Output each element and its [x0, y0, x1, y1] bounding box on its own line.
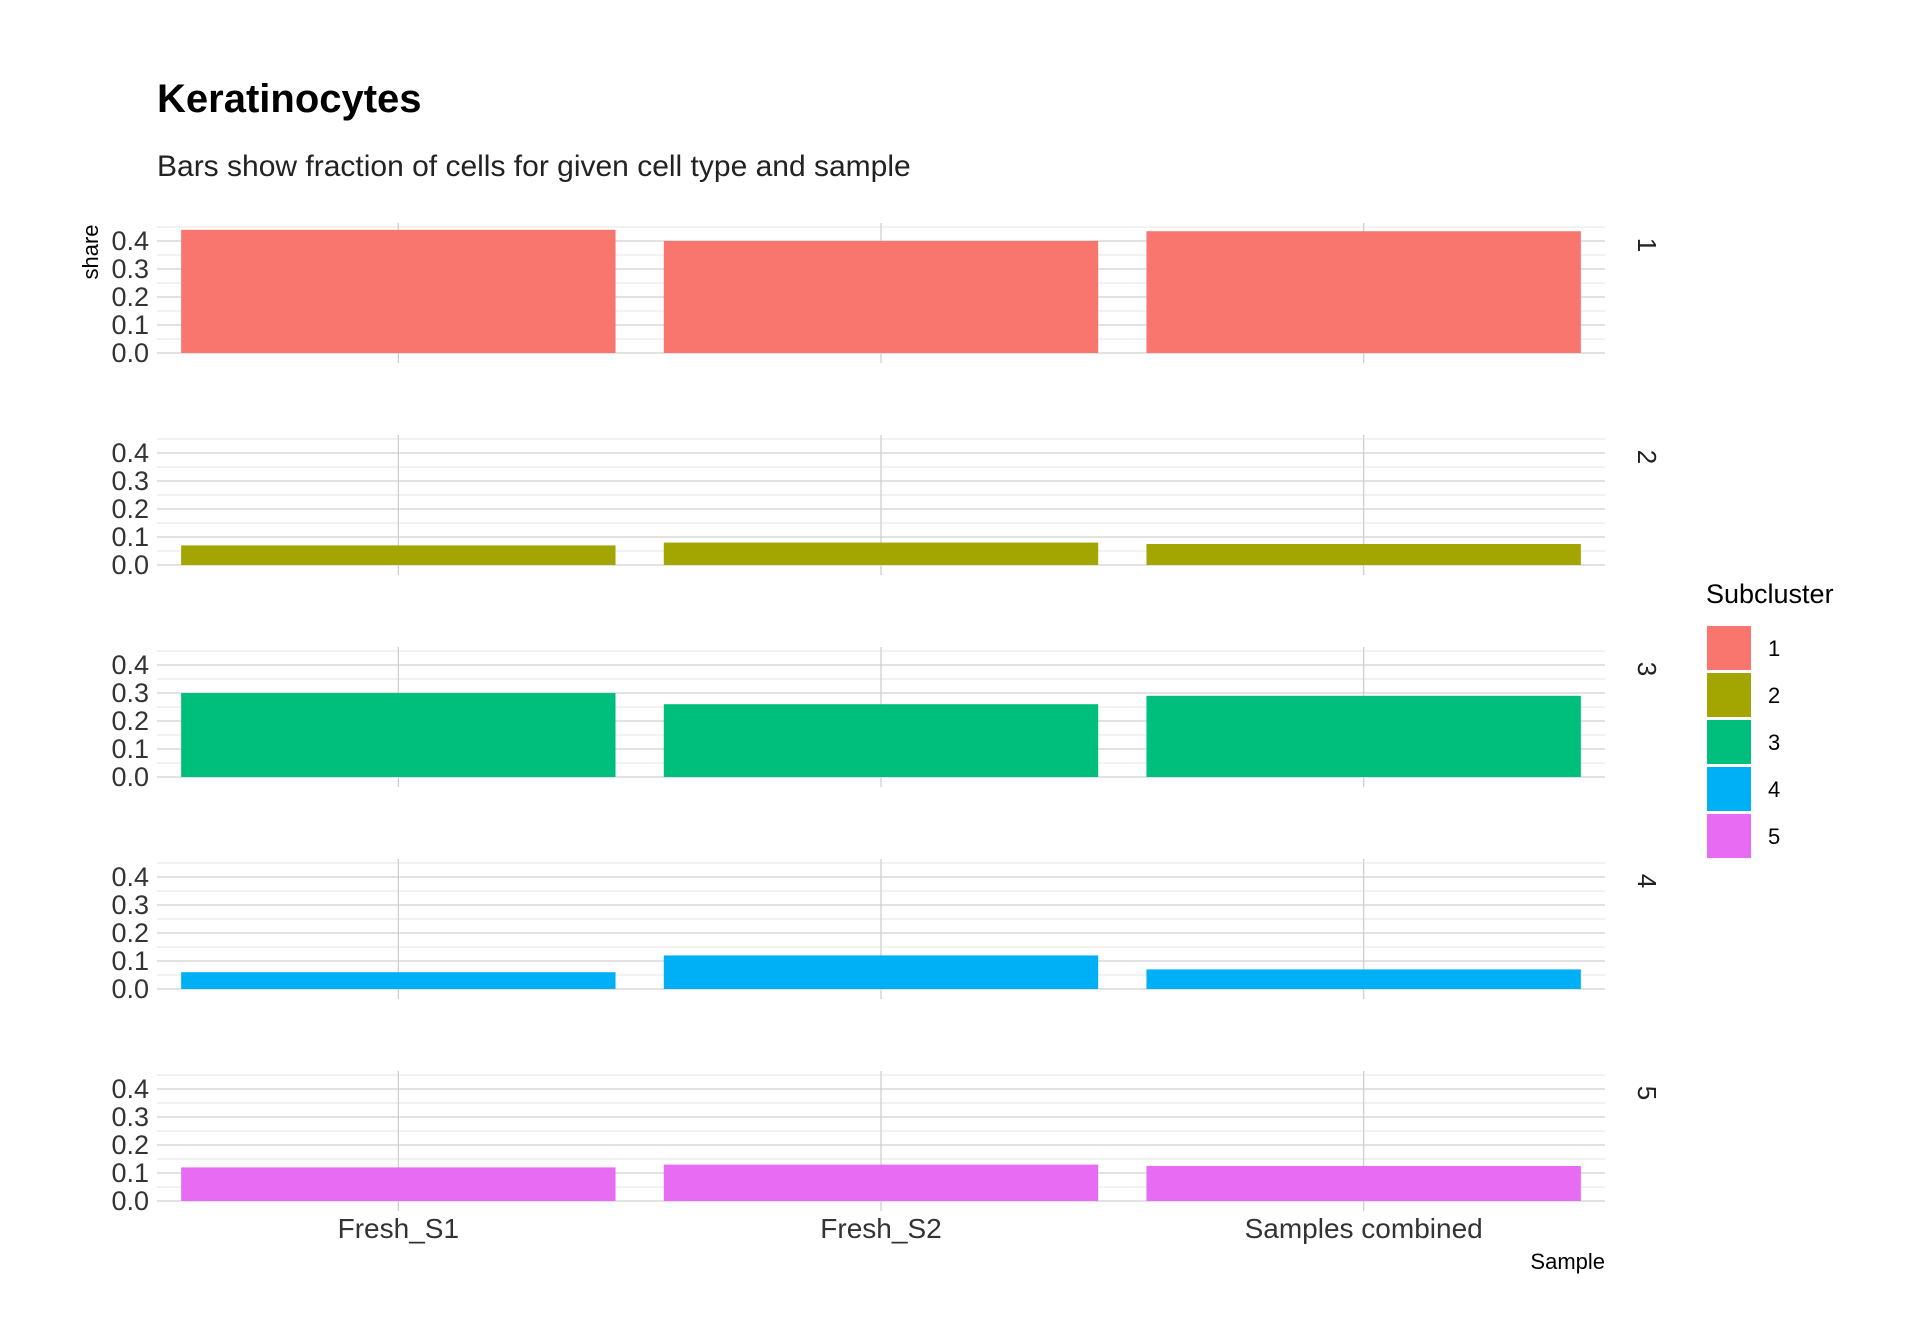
y-tick-label: 0.0 [111, 762, 149, 792]
bar-subcluster-2-fresh_s2 [663, 542, 1099, 565]
y-tick-label: 0.3 [111, 466, 149, 496]
legend-key-5 [1707, 814, 1751, 858]
facet-strip-label: 4 [1632, 874, 1662, 888]
legend-label: 2 [1768, 683, 1780, 708]
bar-subcluster-1-fresh_s1 [181, 229, 616, 353]
legend-key-3 [1707, 720, 1751, 764]
y-tick-label: 0.4 [111, 226, 149, 256]
y-tick-label: 0.2 [111, 918, 149, 948]
legend-key-4 [1707, 767, 1751, 811]
bar-subcluster-3-fresh_s2 [663, 704, 1099, 777]
bar-subcluster-4-samples-combined [1146, 969, 1581, 989]
chart-subtitle: Bars show fraction of cells for given ce… [157, 150, 911, 183]
y-tick-label: 0.1 [111, 946, 149, 976]
facet-panel-4: 0.00.10.20.30.4 4 [111, 859, 1662, 1004]
legend-label: 3 [1768, 730, 1780, 755]
bar-subcluster-1-samples-combined [1146, 231, 1581, 353]
x-tick-label: Samples combined [1245, 1213, 1483, 1244]
y-tick-label: 0.0 [111, 338, 149, 368]
legend: Subcluster 1 2 3 4 5 [1706, 579, 1834, 858]
legend-label: 4 [1768, 777, 1780, 802]
facet-panels: 0.00.10.20.30.4 10.00.10.20.30.4 20.00.10.… [111, 223, 1662, 1244]
legend-label: 1 [1768, 636, 1780, 661]
bar-subcluster-4-fresh_s1 [181, 972, 616, 989]
bar-subcluster-2-samples-combined [1146, 544, 1581, 565]
y-tick-label: 0.4 [111, 1074, 149, 1104]
bar-subcluster-3-samples-combined [1146, 695, 1581, 777]
y-tick-label: 0.1 [111, 310, 149, 340]
y-tick-label: 0.0 [111, 974, 149, 1004]
bar-subcluster-2-fresh_s1 [181, 545, 616, 565]
y-tick-label: 0.3 [111, 678, 149, 708]
bar-subcluster-1-fresh_s2 [663, 241, 1099, 353]
y-tick-label: 0.4 [111, 438, 149, 468]
facet-strip-label: 1 [1632, 238, 1662, 252]
bar-subcluster-4-fresh_s2 [663, 955, 1099, 989]
facet-panel-3: 0.00.10.20.30.4 3 [111, 647, 1662, 792]
y-axis-title: share [78, 224, 103, 279]
bar-subcluster-5-samples-combined [1146, 1166, 1581, 1201]
chart-title: Keratinocytes [157, 77, 422, 121]
y-tick-label: 0.2 [111, 706, 149, 736]
facet-panel-5: 0.00.10.20.30.4 5 [111, 1071, 1662, 1216]
y-tick-label: 0.4 [111, 650, 149, 680]
facet-strip-label: 3 [1632, 662, 1662, 676]
facet-panel-1: 0.00.10.20.30.4 1 [111, 223, 1662, 368]
bar-subcluster-5-fresh_s2 [663, 1164, 1099, 1201]
x-tick-label: Fresh_S1 [338, 1213, 459, 1244]
bar-subcluster-5-fresh_s1 [181, 1167, 616, 1201]
legend-key-1 [1707, 626, 1751, 670]
legend-key-2 [1707, 673, 1751, 717]
y-tick-label: 0.2 [111, 494, 149, 524]
facet-strip-label: 2 [1632, 450, 1662, 464]
y-tick-label: 0.1 [111, 734, 149, 764]
legend-label: 5 [1768, 824, 1780, 849]
y-tick-label: 0.4 [111, 862, 149, 892]
legend-title: Subcluster [1706, 579, 1834, 609]
y-tick-label: 0.0 [111, 550, 149, 580]
y-tick-label: 0.3 [111, 890, 149, 920]
x-tick-label: Fresh_S2 [820, 1213, 941, 1244]
facet-panel-2: 0.00.10.20.30.4 2 [111, 435, 1662, 580]
y-tick-label: 0.2 [111, 282, 149, 312]
bar-subcluster-3-fresh_s1 [181, 693, 616, 777]
y-tick-label: 0.1 [111, 1158, 149, 1188]
x-axis-title: Sample [1530, 1249, 1605, 1274]
y-tick-label: 0.2 [111, 1130, 149, 1160]
y-tick-label: 0.0 [111, 1186, 149, 1216]
y-tick-label: 0.1 [111, 522, 149, 552]
y-tick-label: 0.3 [111, 254, 149, 284]
facet-strip-label: 5 [1632, 1086, 1662, 1100]
y-tick-label: 0.3 [111, 1102, 149, 1132]
